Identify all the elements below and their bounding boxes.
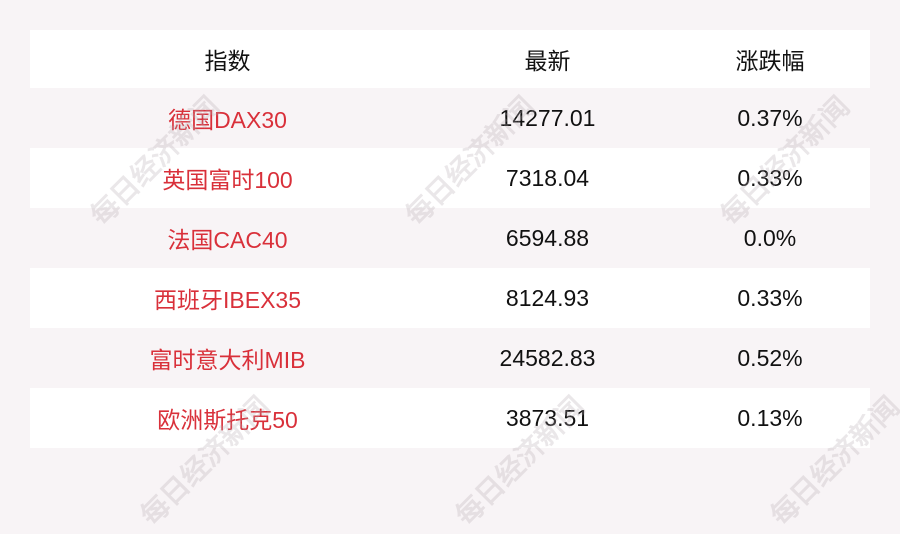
table-row: 德国DAX30 14277.01 0.37% <box>30 88 870 148</box>
index-name: 欧洲斯托克50 <box>157 407 298 433</box>
header-name: 指数 <box>204 48 251 74</box>
index-name: 富时意大利MIB <box>149 347 306 373</box>
index-change: 0.33% <box>737 284 803 311</box>
index-name: 德国DAX30 <box>168 107 287 133</box>
index-change: 0.33% <box>737 164 803 191</box>
index-change: 0.52% <box>737 344 803 371</box>
index-name: 西班牙IBEX35 <box>154 287 301 313</box>
table-row: 富时意大利MIB 24582.83 0.52% <box>30 328 870 388</box>
index-latest: 7318.04 <box>505 164 590 191</box>
index-change: 0.37% <box>737 104 803 131</box>
table-row: 法国CAC40 6594.88 0.0% <box>30 208 870 268</box>
header-latest: 最新 <box>524 48 571 74</box>
header-change: 涨跌幅 <box>735 48 805 74</box>
index-latest: 6594.88 <box>505 224 590 251</box>
index-latest: 3873.51 <box>505 404 590 431</box>
table-header: 指数 最新 涨跌幅 <box>30 30 870 88</box>
index-change: 0.0% <box>743 224 797 251</box>
index-latest: 14277.01 <box>499 104 596 131</box>
index-change: 0.13% <box>737 404 803 431</box>
table-row: 欧洲斯托克50 3873.51 0.13% <box>30 388 870 448</box>
index-table: 指数 最新 涨跌幅 德国DAX30 14277.01 0.37% 英国富时100… <box>30 30 870 448</box>
index-name: 英国富时100 <box>162 167 293 193</box>
index-latest: 24582.83 <box>499 344 596 371</box>
table-row: 英国富时100 7318.04 0.33% <box>30 148 870 208</box>
table-row: 西班牙IBEX35 8124.93 0.33% <box>30 268 870 328</box>
index-latest: 8124.93 <box>505 284 590 311</box>
index-name: 法国CAC40 <box>167 227 288 253</box>
